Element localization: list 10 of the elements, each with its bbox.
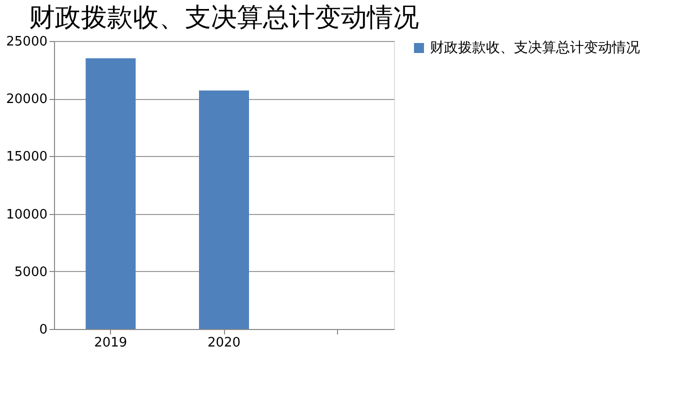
y-tick-label: 15000 (6, 150, 48, 165)
y-tick-label: 5000 (14, 264, 48, 280)
y-tick-label: 25000 (6, 34, 48, 50)
y-tick-label: 0 (39, 322, 48, 338)
x-tick-label: 2020 (207, 336, 241, 350)
y-tick-label: 10000 (6, 207, 48, 222)
x-tick-label: 2019 (94, 336, 128, 350)
chart-title: 财政拨款收、支决算总计变动情况 (29, 3, 419, 33)
legend-label: 财政拨款收、支决算总计变动情况 (430, 40, 640, 56)
y-tick-label: 20000 (6, 92, 48, 108)
